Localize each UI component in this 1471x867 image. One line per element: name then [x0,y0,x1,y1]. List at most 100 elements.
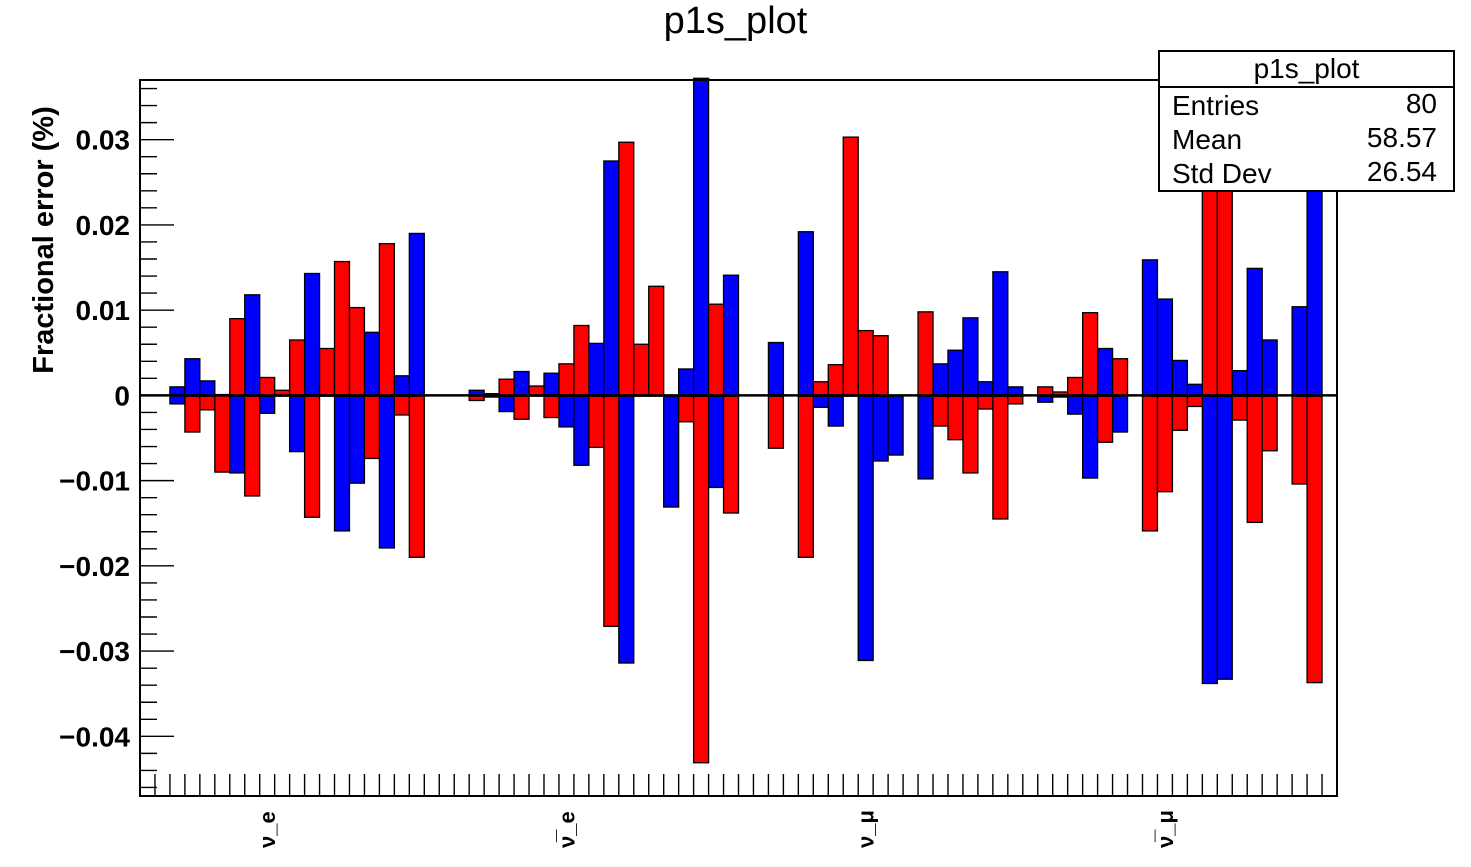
bar-series0-bin31 [603,160,620,397]
bar-series1-bin45 [812,381,829,397]
bar-series1-bin54 [947,395,964,441]
bar-series0-bin62 [1067,395,1084,415]
bar-series0-bin25 [513,370,530,397]
y-tick-label: −0.04 [59,721,130,752]
bar-series1-bin10 [288,339,306,397]
bar-series1-bin63 [1081,312,1099,397]
bar-series0-bin65 [1111,395,1129,433]
bar-series1-bin73 [1231,395,1248,421]
bar-series0-bin37 [692,77,710,397]
bar-series0-bin13 [333,395,351,532]
bar-series1-bin71 [1201,156,1218,397]
bar-series1-bin38 [707,303,725,397]
bar-series1-bin33 [633,343,650,397]
chart-title: p1s_plot [663,0,808,42]
y-tick-label: −0.01 [59,466,130,497]
bar-series0-bin71 [1201,395,1218,685]
bar-series0-bin38 [707,395,725,489]
x-category-label: ν_e [255,811,280,848]
bar-series1-bin37 [692,395,710,764]
stats-mean-label: Mean [1172,124,1243,155]
bar-series0-bin7 [244,294,261,397]
bar-series1-bin13 [333,260,351,397]
bar-series0-bin39 [722,274,740,397]
bar-series0-bin29 [573,395,590,466]
bar-series1-bin14 [348,306,366,397]
bar-series0-bin56 [977,381,994,397]
bar-series0-bin45 [812,395,829,408]
bar-series1-bin31 [603,395,620,628]
bar-series0-bin64 [1096,347,1114,397]
bar-series0-bin54 [947,349,964,397]
y-tick-label: −0.02 [59,551,130,582]
bar-series0-bin14 [348,395,366,484]
bar-series1-bin69 [1171,395,1189,431]
bar-series1-bin64 [1096,395,1114,443]
bar-series0-bin24 [498,395,515,413]
bar-series0-bin11 [303,272,321,397]
x-category-label: ν̅_μ [1153,810,1178,848]
stats-entries-label: Entries [1172,90,1260,121]
x-category-label: ν̅_e [554,811,579,848]
bar-series0-bin69 [1171,359,1189,397]
bar-series1-bin7 [244,395,261,497]
bar-series1-bin11 [303,395,321,518]
stats-row-stddev: Std Dev 26.54 [1160,156,1453,190]
bar-series1-bin32 [618,141,635,397]
y-axis-ticks [140,87,174,789]
bar-series1-bin55 [962,395,979,474]
bar-series0-bin16 [378,395,396,549]
bar-series0-bin15 [363,331,381,397]
bar-series1-bin34 [648,285,665,397]
bar-series0-bin32 [618,395,635,664]
bar-series0-bin53 [932,363,949,397]
bar-series1-bin16 [378,243,396,397]
bar-series1-bin67 [1141,395,1159,532]
bar-series1-bin17 [393,395,410,416]
bar-series0-bin50 [887,395,904,456]
bar-series0-bin48 [857,395,874,662]
bar-series1-bin48 [857,329,874,397]
bar-series1-bin42 [767,395,785,449]
bar-series0-bin28 [558,395,575,428]
y-tick-label: 0.02 [76,210,131,241]
bar-series0-bin77 [1291,306,1308,397]
bar-series0-bin49 [872,395,889,462]
bar-series0-bin55 [962,317,979,397]
x-category-label: ν_μ [854,810,879,848]
bar-series0-bin57 [992,271,1009,397]
bar-series1-bin27 [543,395,560,419]
bar-series1-bin58 [1007,395,1024,405]
bar-series0-bin52 [917,395,934,480]
y-tick-label: 0 [114,380,130,411]
bar-series1-bin5 [214,393,231,473]
x-axis-ticks [139,774,1338,796]
bar-series0-bin36 [678,368,695,397]
bar-series0-bin63 [1081,395,1099,479]
bar-series1-bin24 [498,378,515,397]
bar-series1-bin65 [1111,358,1129,397]
bar-series0-bin44 [797,231,814,397]
bar-series1-bin8 [259,376,276,397]
bar-series0-bin35 [663,395,680,508]
stats-entries-value: 80 [1405,88,1437,119]
bar-series1-bin49 [872,335,889,397]
bar-series1-bin18 [408,395,425,558]
chart-bars [169,77,1323,764]
stats-row-mean: Mean 58.57 [1160,122,1453,156]
stats-box-title: p1s_plot [1160,52,1453,88]
bar-series1-bin47 [842,136,859,397]
bar-series1-bin29 [573,324,590,397]
bar-series1-bin74 [1246,395,1263,524]
bar-series0-bin27 [543,372,560,397]
bar-series0-bin75 [1261,339,1278,397]
bar-series1-bin62 [1067,376,1084,397]
bar-series1-bin78 [1306,395,1323,684]
bar-series1-bin77 [1291,395,1308,485]
bar-series1-bin53 [932,395,949,427]
bar-series1-bin57 [992,395,1009,520]
y-tick-label: −0.03 [59,636,130,667]
y-axis-tick-labels: 0.03 0.02 0.01 0 −0.01 −0.02 −0.03 −0.04 [59,125,130,753]
bar-series1-bin30 [588,395,605,449]
